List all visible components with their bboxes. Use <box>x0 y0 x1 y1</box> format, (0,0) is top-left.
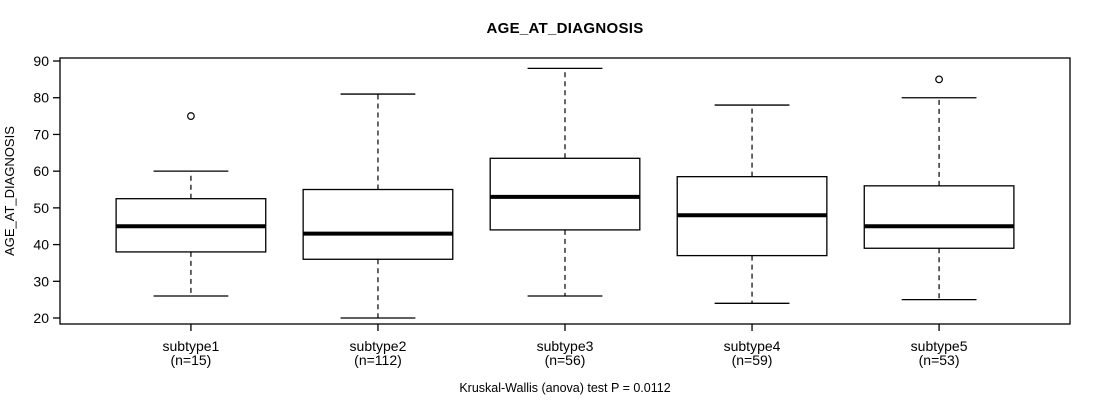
x-category-label-subtype5: subtype5 <box>911 338 968 354</box>
y-tick-label-80: 80 <box>33 90 49 106</box>
y-tick-label-30: 30 <box>33 273 49 289</box>
x-category-sublabel-subtype2: (n=112) <box>354 352 402 368</box>
y-tick-label-20: 20 <box>33 310 49 326</box>
x-category-sublabel-subtype4: (n=59) <box>732 352 773 368</box>
outlier-subtype1-0 <box>187 112 195 120</box>
kruskal-wallis-caption: Kruskal-Wallis (anova) test P = 0.0112 <box>459 381 671 395</box>
x-category-sublabel-subtype5: (n=53) <box>919 352 960 368</box>
y-tick-label-60: 60 <box>33 163 49 179</box>
iqr-box-subtype5 <box>863 185 1015 249</box>
x-category-label-subtype1: subtype1 <box>163 338 220 354</box>
outlier-subtype5-0 <box>935 75 943 84</box>
x-category-label-subtype2: subtype2 <box>350 338 407 354</box>
iqr-box-subtype2 <box>302 188 454 260</box>
x-category-sublabel-subtype1: (n=15) <box>170 352 211 368</box>
iqr-box-subtype3 <box>489 157 641 231</box>
x-category-label-subtype3: subtype3 <box>537 338 594 354</box>
y-axis-label: AGE_AT_DIAGNOSIS <box>2 126 17 256</box>
chart-title: AGE_AT_DIAGNOSIS <box>486 20 644 37</box>
y-tick-label-40: 40 <box>33 237 49 253</box>
y-tick-label-90: 90 <box>33 53 49 69</box>
y-tick-label-70: 70 <box>33 126 49 142</box>
x-category-sublabel-subtype3: (n=56) <box>545 352 586 368</box>
y-tick-label-50: 50 <box>33 200 49 216</box>
x-category-label-subtype4: subtype4 <box>724 338 781 354</box>
